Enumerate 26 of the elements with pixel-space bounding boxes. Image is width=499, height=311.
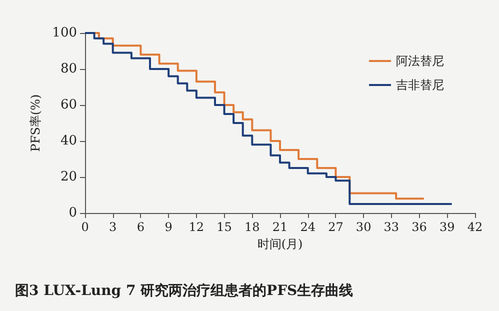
x-axis-title: 时间(月) [257,236,303,251]
x-tick-label: 27 [328,220,344,234]
y-tick-label: 20 [60,170,77,184]
text: 图3 LUX-Lung 7 研究两治疗组患者的PFS生存曲线 [15,282,354,299]
x-tick-label: 24 [300,220,316,234]
y-tick-label: 100 [52,26,77,40]
x-tick-label: 39 [440,220,455,234]
x-tick-label: 3 [109,220,117,234]
y-tick-label: 0 [68,206,77,220]
x-tick-label: 18 [244,220,260,234]
y-tick-label: 60 [60,98,77,112]
x-tick-label: 21 [272,220,288,234]
x-tick-label: 30 [356,220,372,234]
x-tick-label: 12 [188,220,204,234]
y-axis-title: PFS率(%) [28,94,42,152]
x-tick-label: 6 [136,220,145,234]
y-tick-label: 40 [60,134,77,148]
y-tick-label: 80 [60,62,77,76]
legend-label: 吉非替尼 [396,78,444,92]
x-tick-label: 0 [81,220,89,234]
x-tick-label: 15 [216,220,232,234]
legend-label: 阿法替尼 [396,54,444,68]
x-tick-label: 9 [164,220,172,234]
x-tick-label: 42 [467,220,483,234]
x-tick-label: 33 [384,220,400,234]
x-tick-label: 36 [412,220,427,234]
